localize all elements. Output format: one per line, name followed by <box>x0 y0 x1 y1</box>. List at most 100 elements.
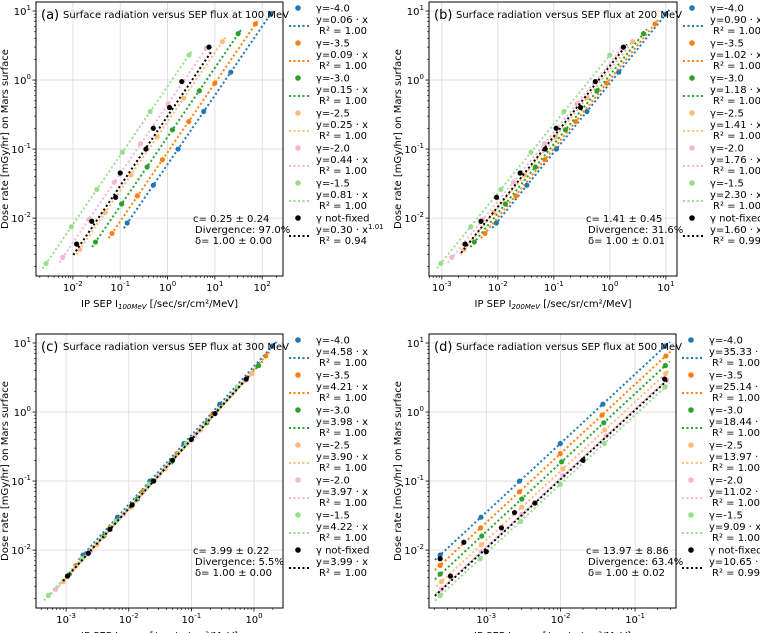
data-point <box>144 164 150 170</box>
legend-marker <box>688 372 694 378</box>
data-point <box>516 478 523 484</box>
legend-series-label: γ not-fixed <box>710 214 760 225</box>
subplot-title: Surface radiation versus SEP flux at 500… <box>456 342 682 353</box>
legend-fit-label: y=3.99 · x <box>316 557 368 568</box>
data-point <box>60 254 66 260</box>
plot-area <box>434 341 672 602</box>
data-point <box>662 343 668 349</box>
legend-fit-label: y=3.98 · x <box>316 417 368 428</box>
axes-frame <box>428 333 677 609</box>
data-point <box>124 220 130 226</box>
legend-r2-label: R² = 1.00 <box>319 131 367 142</box>
data-point <box>154 134 160 140</box>
legend-fit-label: y=0.06 · x <box>316 15 368 26</box>
data-point <box>437 556 443 562</box>
data-point <box>483 549 489 555</box>
data-point <box>557 450 563 457</box>
data-point <box>235 31 241 37</box>
legend-item: γ=-4.0y=0.06 · xR² = 1.00 <box>289 4 368 37</box>
data-point <box>498 525 505 531</box>
legend-r2-label: R² = 1.00 <box>712 358 760 369</box>
legend-series-label: γ=-3.5 <box>710 39 744 50</box>
legend-item: γ=-2.0y=3.97 · xR² = 1.00 <box>289 476 368 509</box>
data-point <box>532 164 539 170</box>
data-point <box>580 457 586 463</box>
fit-line <box>435 375 672 595</box>
x-tick-exponent: 0 <box>258 612 262 620</box>
legend-fit-label: y=25.14 · x <box>709 382 760 393</box>
legend-fit-label: y=0.15 · x <box>316 85 368 96</box>
data-point <box>186 52 192 58</box>
x-tick-label: 10-1 <box>182 612 202 626</box>
data-point <box>478 514 484 520</box>
x-tick-exponent: 1 <box>219 280 223 288</box>
data-point <box>437 592 443 599</box>
fit-line <box>434 377 670 597</box>
fit-line <box>75 36 227 256</box>
legend-marker <box>295 407 301 413</box>
axes-frame <box>35 333 284 609</box>
subplot-title: Surface radiation versus SEP flux at 200… <box>456 10 682 21</box>
legend-fit-label: y=1.18 · x <box>710 85 760 96</box>
x-tick-label: 10-2 <box>488 280 508 294</box>
legend-series-label: γ=-2.5 <box>709 441 743 452</box>
data-point <box>553 146 559 152</box>
fit-line <box>434 341 671 561</box>
data-point <box>502 201 508 207</box>
data-point <box>206 44 212 50</box>
y-tick-exponent: 0 <box>420 73 424 81</box>
data-point <box>119 201 125 207</box>
fit-statistics-text: δ= 1.00 ± 0.01 <box>588 236 665 247</box>
legend-series-label: γ=-2.0 <box>316 476 350 487</box>
x-tick-label: 10-2 <box>551 612 571 626</box>
x-tick-label: 102 <box>254 280 271 294</box>
legend-r2-label: R² = 1.00 <box>319 358 367 369</box>
legend-r2-label: R² = 1.00 <box>319 533 367 544</box>
data-point <box>169 127 176 133</box>
x-tick-exponent: -3 <box>445 280 452 288</box>
legend-series-label: γ=-4.0 <box>316 4 350 15</box>
legend-fit-label: y=13.97 · x <box>709 452 760 463</box>
data-point <box>92 239 99 245</box>
data-point <box>45 592 51 599</box>
data-point <box>128 172 134 178</box>
data-point <box>602 427 608 433</box>
legend-r2-label: R² = 1.00 <box>712 533 760 544</box>
data-point <box>479 533 485 539</box>
panel-label: (a) <box>41 8 59 23</box>
legend-fit-label: y=3.90 · x <box>316 452 368 463</box>
data-point <box>212 80 218 86</box>
data-point <box>111 179 117 185</box>
data-point <box>662 384 668 390</box>
legend-marker <box>295 547 301 553</box>
legend-item: γ=-1.5y=9.09 · xR² = 1.00 <box>682 511 760 544</box>
y-axis-label: Dose rate [mGy/hr] on Mars surface <box>393 49 404 229</box>
legend-marker <box>295 75 301 81</box>
x-tick-exponent: -1 <box>638 612 645 620</box>
data-point <box>169 457 176 463</box>
data-point <box>471 239 477 245</box>
y-tick-exponent: -1 <box>417 474 424 482</box>
data-point <box>518 518 524 525</box>
legend-r2-label: R² = 1.00 <box>713 61 760 72</box>
data-point <box>107 526 113 532</box>
legend-series-label: γ=-2.5 <box>316 109 350 120</box>
data-point <box>462 241 468 247</box>
data-point <box>263 353 269 359</box>
y-tick-exponent: -2 <box>417 211 424 219</box>
data-point <box>217 401 223 407</box>
data-point <box>43 260 49 267</box>
x-tick-exponent: -2 <box>132 612 139 620</box>
legend-fit-label: y=4.21 · x <box>316 382 368 393</box>
data-point <box>557 440 563 447</box>
legend-r2-label: R² = 1.00 <box>319 428 367 439</box>
x-tick-label: 10-2 <box>63 280 83 294</box>
data-point <box>212 410 218 417</box>
y-tick-exponent: 0 <box>420 405 424 413</box>
data-point <box>447 573 454 579</box>
legend-fit-label: y=10.65 · x <box>709 557 760 568</box>
x-tick-label: 101 <box>657 280 674 294</box>
legend-r2-label: R² = 0.99 <box>713 236 760 247</box>
fit-line <box>41 50 193 270</box>
